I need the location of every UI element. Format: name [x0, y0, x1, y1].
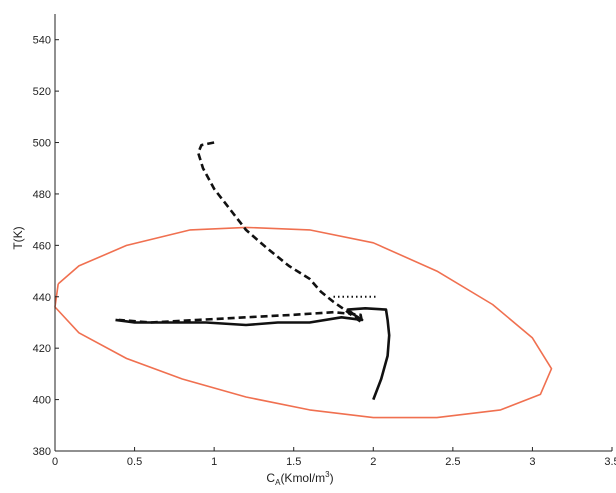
x-axis-label-rest: (Kmol/m — [280, 471, 325, 485]
y-tick-label: 460 — [33, 240, 51, 252]
x-tick-label: 3.5 — [604, 456, 616, 468]
x-tick-label: 0.5 — [127, 456, 142, 468]
dashed-trajectory — [118, 141, 364, 324]
y-tick-label: 440 — [33, 292, 51, 304]
axes — [54, 14, 612, 452]
y-tick-label: 500 — [33, 138, 51, 150]
y-tick-label: 380 — [33, 446, 51, 458]
x-tick-label: 1.5 — [286, 456, 301, 468]
y-tick-label: 420 — [33, 343, 51, 355]
x-axis-label-sup: 3 — [325, 470, 330, 479]
x-tick-label: 2.5 — [445, 456, 460, 468]
x-axis-label-end: ) — [330, 471, 334, 485]
x-tick-label: 0 — [52, 456, 58, 468]
ticks: 0 0.5 1 1.5 2 2.5 3 3.5 380 400 420 440 460 480 500 520… — [33, 35, 616, 468]
y-tick-label: 480 — [33, 189, 51, 201]
x-axis-label-main: C — [266, 471, 275, 485]
ellipse-region — [54, 226, 553, 419]
solid-trajectory — [115, 307, 391, 401]
y-tick-label: 540 — [33, 35, 51, 47]
x-tick-label: 3 — [529, 456, 535, 468]
x-axis-label: CA(Kmol/m3) — [266, 470, 333, 487]
x-axis-label-sub: A — [275, 478, 281, 487]
x-tick-label: 1 — [211, 456, 217, 468]
x-tick-label: 2 — [370, 456, 376, 468]
plot-series — [54, 141, 553, 419]
y-axis-label: T(K) — [11, 226, 25, 249]
y-tick-label: 520 — [33, 86, 51, 98]
y-tick-label: 400 — [33, 395, 51, 407]
